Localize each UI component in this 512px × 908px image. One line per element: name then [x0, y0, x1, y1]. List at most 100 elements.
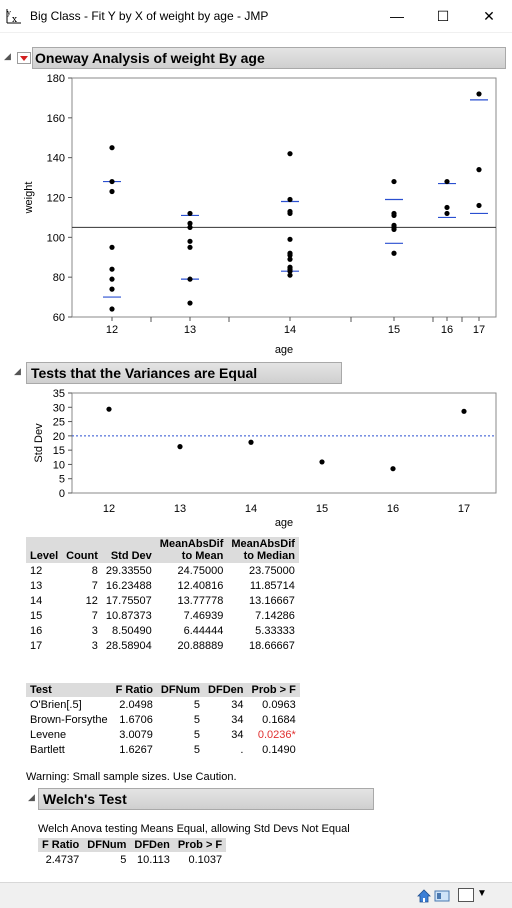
home-icon[interactable]: [416, 888, 432, 904]
table-row: 16 3 8.50490 6.44444 5.33333: [26, 623, 299, 638]
oneway-title: Oneway Analysis of weight By age: [35, 50, 265, 66]
svg-text:y: y: [6, 9, 11, 17]
table-cell: 18.66667: [249, 639, 295, 652]
data-point: [187, 224, 193, 230]
table-cell: 5: [193, 728, 201, 741]
window-icon[interactable]: [458, 888, 474, 902]
table-cell: 10.113: [137, 853, 170, 866]
x-tick-label: 14: [284, 324, 296, 336]
table-cell: 15: [30, 609, 43, 622]
tests-table-header: DFDen: [204, 683, 248, 697]
table-cell: 5: [120, 853, 127, 866]
stddev-point: [177, 444, 183, 450]
data-point: [287, 210, 293, 217]
table-cell: Brown-Forsythe: [30, 713, 108, 726]
welch-header[interactable]: Welch's Test: [38, 788, 374, 810]
table-row: Bartlett 1.6267 5. 0.1490: [26, 742, 300, 757]
y-tick-label: 10: [53, 459, 65, 471]
data-point: [287, 252, 293, 258]
close-button[interactable]: ✕: [466, 0, 512, 32]
data-point: [391, 178, 397, 185]
y-tick-label: 60: [53, 312, 65, 324]
table-cell: O'Brien[.5]: [30, 698, 82, 711]
close-icon: ✕: [483, 7, 495, 24]
data-point: [287, 256, 293, 262]
y-tick-label: 80: [53, 272, 65, 284]
stddev-plot-frame: [71, 392, 497, 494]
table-cell: 3: [91, 624, 98, 637]
y-tick-label: 180: [47, 73, 65, 85]
table-cell: 17: [30, 639, 43, 652]
data-point: [187, 238, 193, 244]
welch-table: F Ratio DFNum DFDen Prob > F 2.4737 5 10.113 0…: [38, 838, 227, 867]
x-tick-label: 17: [473, 324, 485, 336]
stddev-chart: 0 5 10 15 20 25 30 35 Std Dev 12 13 14 15 16 17 age: [33, 388, 497, 529]
table-cell: 5.33333: [255, 624, 295, 637]
welch-table-header: DFNum: [83, 838, 131, 852]
data-point: [476, 202, 482, 209]
stddev-point: [248, 439, 254, 445]
data-point: [444, 178, 450, 185]
x-tick-label: 15: [388, 324, 400, 336]
data-point: [109, 178, 115, 185]
y-tick-label: 0: [59, 488, 65, 500]
level-table-header: MeanAbsDif to Median: [227, 537, 299, 563]
table-cell: 5: [193, 713, 201, 726]
variances-title: Tests that the Variances are Equal: [31, 365, 258, 381]
data-point: [287, 236, 293, 242]
stddev-point: [461, 408, 467, 414]
x-tick-label: 12: [106, 324, 118, 336]
y-axis-label: weight: [23, 182, 35, 215]
level-table-header: MeanAbsDif to Mean: [155, 537, 228, 563]
table-row: 17 3 28.58904 20.88889 18.66667: [26, 638, 299, 653]
table-row: Levene 3.0079 5 34 0.0236*: [26, 727, 300, 742]
oneway-disclosure-icon[interactable]: ◢: [4, 51, 11, 61]
x-axis-label: age: [275, 344, 293, 356]
stddev-point: [106, 406, 112, 412]
table-cell: 11.85714: [249, 579, 295, 592]
table-cell: 0.1037: [188, 853, 223, 866]
table-row: O'Brien[.5] 2.0498 5 34 0.0963: [26, 697, 300, 712]
data-point: [109, 145, 115, 151]
data-point: [109, 244, 115, 250]
tests-table-header: DFNum: [156, 683, 205, 697]
dropdown-arrow-icon[interactable]: ▼: [477, 888, 487, 899]
data-point: [287, 268, 293, 274]
table-row: 12 8 29.33550 24.75000 23.75000: [26, 563, 299, 578]
table-row: Brown-Forsythe 1.6706 5 34 0.1684: [26, 712, 300, 727]
y-tick-label: 160: [47, 113, 65, 125]
table-cell: 8: [91, 564, 98, 577]
table-cell: 0.0963: [262, 698, 296, 711]
welch-disclosure-icon[interactable]: ◢: [28, 792, 35, 802]
oneway-header[interactable]: Oneway Analysis of weight By age: [32, 47, 506, 69]
x-tick-label: 13: [174, 503, 186, 515]
welch-row: 2.4737 5 10.113 0.1037: [38, 852, 226, 867]
minimize-button[interactable]: —: [374, 0, 420, 32]
table-cell: 7: [91, 609, 98, 622]
oneway-plot-frame: [71, 77, 497, 318]
oneway-red-triangle-menu-icon[interactable]: [17, 52, 31, 64]
data-point: [187, 276, 193, 282]
table-cell: 29.33550: [105, 564, 152, 577]
y-tick-label: 120: [47, 193, 65, 205]
table-cell: 34: [231, 728, 244, 741]
maximize-button[interactable]: ☐: [420, 0, 466, 32]
level-table-header: Level: [26, 537, 63, 563]
variances-disclosure-icon[interactable]: ◢: [14, 366, 21, 376]
table-cell: 7.14286: [255, 609, 295, 622]
table-cell: 3.0079: [119, 728, 153, 741]
layout-icon[interactable]: [434, 888, 450, 904]
data-point: [391, 226, 397, 232]
data-point: [391, 250, 397, 256]
table-cell: 3: [91, 639, 98, 652]
data-point: [287, 151, 293, 157]
stddev-point: [390, 466, 396, 472]
table-cell: Bartlett: [30, 743, 65, 756]
data-point: [109, 286, 115, 292]
variances-header[interactable]: Tests that the Variances are Equal: [26, 362, 342, 384]
welch-table-header: DFDen: [130, 838, 174, 852]
table-cell: 0.1684: [262, 713, 296, 726]
data-point: [444, 210, 450, 217]
data-point: [187, 210, 193, 217]
